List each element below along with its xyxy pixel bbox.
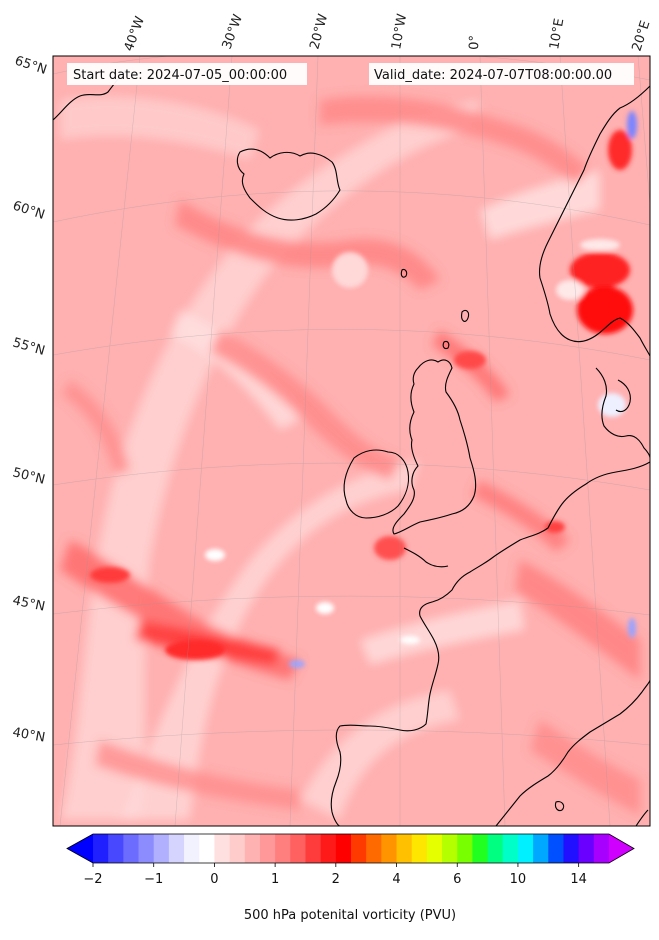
longitude-labels: 40°W 30°W 20°W 10°W 0° 10°E 20°E: [122, 12, 654, 53]
colorbar-swatches: [66, 833, 635, 864]
colorbar-tick-label: −1: [144, 872, 163, 887]
colorbar-tick-label: 6: [453, 872, 461, 887]
colorbar-swatch: [366, 834, 382, 863]
colorbar-swatch: [244, 834, 261, 863]
lat-label-45n: 45°N: [11, 593, 46, 614]
colorbar-swatch: [517, 834, 534, 863]
lon-label-40w: 40°W: [122, 14, 148, 53]
colorbar-swatch: [335, 834, 352, 863]
colorbar-max-arrow: [609, 834, 634, 863]
colorbar-swatch: [320, 834, 337, 863]
coastline-scandinavia: [538, 85, 650, 357]
colorbar-label: 500 hPa potenital vorticity (PVU): [244, 908, 456, 923]
colorbar-swatch: [275, 834, 291, 863]
lon-label-0: 0°: [467, 35, 483, 50]
map-area: [53, 56, 650, 826]
coastline-ireland: [343, 449, 410, 519]
colorbar-swatch: [305, 834, 322, 863]
colorbar-swatch: [199, 834, 216, 863]
colorbar-tick-label: 10: [510, 872, 527, 887]
valid-date-box: [369, 63, 634, 85]
colorbar-swatch: [593, 834, 610, 863]
coastline-great-britain: [392, 359, 477, 535]
lat-label-60n: 60°N: [11, 199, 47, 223]
colorbar-swatch: [153, 834, 170, 863]
start-date-box: [67, 63, 307, 85]
lat-label-65n: 65°N: [13, 54, 49, 78]
colorbar-swatch: [457, 834, 474, 863]
coastline-iberia-med: [495, 679, 650, 826]
colorbar: −2 −1 0 1 2 4 6 10 14 500 hPa potenital vorticit…: [66, 833, 635, 923]
colorbar-swatch: [93, 834, 109, 863]
lon-label-10w: 10°W: [389, 13, 410, 51]
colorbar-tick-label: 0: [210, 872, 218, 887]
coastline-western-europe: [330, 461, 650, 826]
colorbar-swatch: [472, 834, 489, 863]
colorbar-swatch: [351, 834, 367, 863]
colorbar-swatch: [502, 834, 519, 863]
coastline-iceland: [236, 148, 341, 221]
coastline-denmark: [595, 367, 650, 459]
colorbar-swatch: [290, 834, 307, 863]
start-date-text: Start date: 2024-07-05_00:00:00: [73, 68, 287, 83]
colorbar-swatch: [138, 834, 155, 863]
colorbar-swatch: [123, 834, 140, 863]
colorbar-swatch: [442, 834, 458, 863]
lon-label-20w: 20°W: [307, 12, 331, 51]
colorbar-swatch: [548, 834, 565, 863]
colorbar-swatch: [533, 834, 549, 863]
colorbar-swatch: [108, 834, 124, 863]
map-header: Start date: 2024-07-05_00:00:00 Valid_da…: [67, 63, 634, 85]
latitude-labels: 65°N 60°N 55°N 50°N 45°N 40°N: [11, 54, 49, 746]
coastlines: [53, 69, 650, 826]
colorbar-tick-label: 14: [570, 872, 587, 887]
coastline-faroes: [400, 268, 408, 278]
colorbar-swatch: [168, 834, 185, 863]
colorbar-swatch: [487, 834, 504, 863]
lat-label-55n: 55°N: [11, 335, 47, 358]
valid-date-text: Valid_date: 2024-07-07T08:00:00.00: [374, 68, 612, 83]
colorbar-swatch: [381, 834, 398, 863]
colorbar-tick-label: 1: [271, 872, 279, 887]
colorbar-swatch: [214, 834, 231, 863]
lat-label-40n: 40°N: [11, 725, 46, 745]
lon-label-20e: 20°E: [630, 19, 654, 53]
colorbar-swatch: [396, 834, 413, 863]
lon-label-30w: 30°W: [220, 12, 246, 51]
colorbar-swatch: [259, 834, 276, 863]
colorbar-swatch: [578, 834, 595, 863]
lon-label-10e: 10°E: [547, 17, 567, 50]
colorbar-min-arrow: [67, 834, 93, 863]
lat-label-50n: 50°N: [11, 465, 46, 487]
colorbar-swatch: [411, 834, 428, 863]
graticule: [53, 56, 650, 826]
pv-maxima-layer: [90, 111, 637, 668]
colorbar-swatch: [426, 834, 443, 863]
map-frame: [52, 55, 651, 827]
colorbar-swatch: [184, 834, 200, 863]
colorbar-tick-label: −2: [83, 872, 102, 887]
colorbar-tick-label: 2: [332, 872, 340, 887]
colorbar-swatch: [229, 834, 246, 863]
colorbar-tick-label: 4: [392, 872, 400, 887]
colorbar-swatch: [563, 834, 580, 863]
colorbar-ticks: −2 −1 0 1 2 4 6 10 14: [83, 863, 587, 887]
